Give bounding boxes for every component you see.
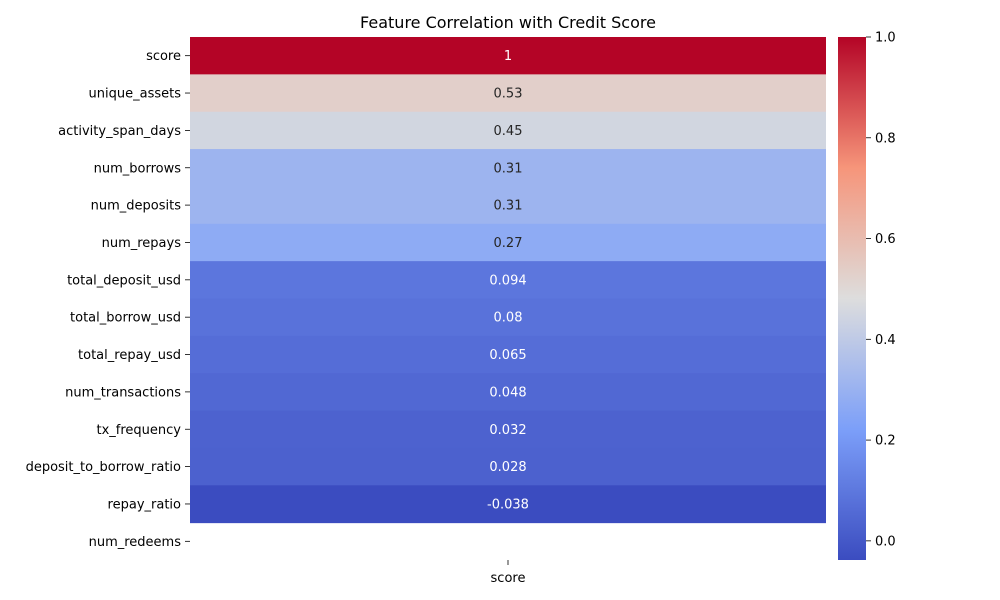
row-label: tx_frequency [97,423,182,438]
chart-title: Feature Correlation with Credit Score [360,13,656,32]
cell-value-label: 0.032 [489,423,526,438]
heatmap-cell [190,298,826,337]
cell-value-label: 0.45 [494,124,523,139]
row-label: num_transactions [65,385,181,400]
row-label: total_repay_usd [78,348,181,363]
heatmap-cells: 1 0.53 0.45 0.31 0.31 0.27 0.094 0.08 0.065 0.048… [190,37,826,524]
colorbar-tick-label: 1.0 [875,31,896,46]
heatmap-cell [190,261,826,299]
heatmap-cell [190,410,826,449]
cell-value-label: 0.094 [489,273,526,288]
row-label: num_borrows [94,161,182,176]
row-label: num_redeems [89,535,182,550]
colorbar-tick-label: 0.6 [875,232,896,247]
colorbar-tick-label: 0.0 [875,534,896,549]
heatmap-cell [190,447,826,486]
row-label: repay_ratio [108,497,181,512]
row-label: deposit_to_borrow_ratio [26,460,181,475]
heatmap-cell [190,111,826,150]
colorbar-tick-label: 0.2 [875,434,896,449]
heatmap-cell [190,186,826,225]
heatmap-cell [190,37,826,75]
row-label: num_deposits [91,199,182,214]
row-label: total_borrow_usd [70,311,181,326]
colorbar-gradient [838,37,866,560]
row-label: unique_assets [89,87,182,102]
row-label: activity_span_days [58,124,181,139]
cell-value-label: 0.31 [494,199,523,214]
heatmap-cell [190,485,826,524]
cell-value-label: 1 [504,49,512,64]
cell-value-label: 0.27 [494,236,523,251]
cell-value-label: 0.048 [489,385,526,400]
row-label: total_deposit_usd [67,273,181,288]
cell-value-label: -0.038 [487,497,529,512]
cell-value-label: 0.08 [494,311,523,326]
colorbar-tick-label: 0.8 [875,131,896,146]
heatmap-cell [190,335,826,374]
column-label: score [491,571,526,586]
heatmap-cell [190,149,826,187]
cell-value-label: 0.028 [489,460,526,475]
row-label: num_repays [102,236,182,251]
cell-value-label: 0.065 [489,348,526,363]
heatmap-cell [190,74,826,113]
row-labels: score unique_assets activity_span_days num_… [26,49,190,550]
heatmap-cell [190,373,826,412]
heatmap-cell [190,223,826,262]
cell-value-label: 0.31 [494,161,523,176]
colorbar-tick-label: 0.4 [875,333,896,348]
column-labels: score [491,560,526,586]
row-label: score [146,49,181,64]
colorbar: 0.0 0.2 0.4 0.6 0.8 1.0 [838,31,896,560]
cell-value-label: 0.53 [494,87,523,102]
